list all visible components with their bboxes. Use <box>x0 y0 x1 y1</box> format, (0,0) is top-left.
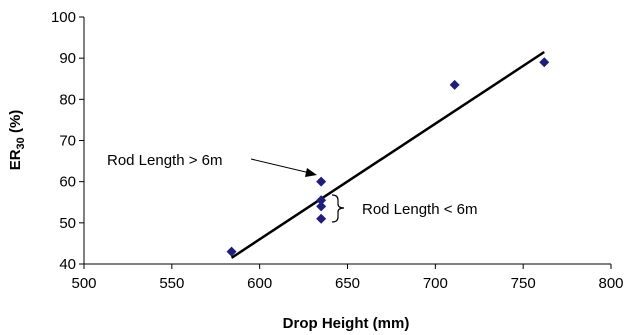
data-point-diamond <box>449 79 460 90</box>
trendline <box>230 50 545 259</box>
y-tick-label: 100 <box>51 9 76 26</box>
y-axis-title: ER30 (%) <box>7 110 27 171</box>
x-tick-label: 500 <box>71 275 96 292</box>
annotation-rod-length-under-6m: Rod Length < 6m <box>331 194 478 223</box>
x-tick-label: 800 <box>598 275 623 292</box>
data-points <box>226 57 550 257</box>
y-tick-label: 40 <box>59 256 76 273</box>
data-point-diamond <box>316 195 327 206</box>
y-tick-label: 80 <box>59 91 76 108</box>
x-tick-label: 650 <box>335 275 360 292</box>
x-tick-label: 700 <box>423 275 448 292</box>
annotation-label-over-6m: Rod Length > 6m <box>107 152 223 169</box>
annotation-arrow-head <box>305 168 317 177</box>
y-tick-label: 50 <box>59 215 76 232</box>
x-tick-label: 550 <box>159 275 184 292</box>
data-point-diamond <box>539 57 550 68</box>
y-axis-ticks: 40 50 60 70 80 90 100 <box>51 9 84 273</box>
annotation-rod-length-over-6m: Rod Length > 6m <box>107 152 317 177</box>
y-tick-label: 70 <box>59 133 76 150</box>
x-axis-title: Drop Height (mm) <box>283 315 410 332</box>
y-tick-label: 60 <box>59 174 76 191</box>
data-point-diamond <box>226 246 237 257</box>
data-point-diamond <box>316 201 327 212</box>
x-tick-label: 750 <box>511 275 536 292</box>
x-axis-ticks: 500 550 600 650 700 750 800 <box>71 264 624 292</box>
annotation-arrow-line <box>250 158 311 174</box>
data-point-diamond <box>316 213 327 224</box>
data-point-diamond <box>316 176 327 187</box>
annotation-brace <box>331 194 345 223</box>
x-tick-label: 600 <box>247 275 272 292</box>
annotation-label-under-6m: Rod Length < 6m <box>362 201 478 218</box>
y-tick-label: 90 <box>59 50 76 67</box>
